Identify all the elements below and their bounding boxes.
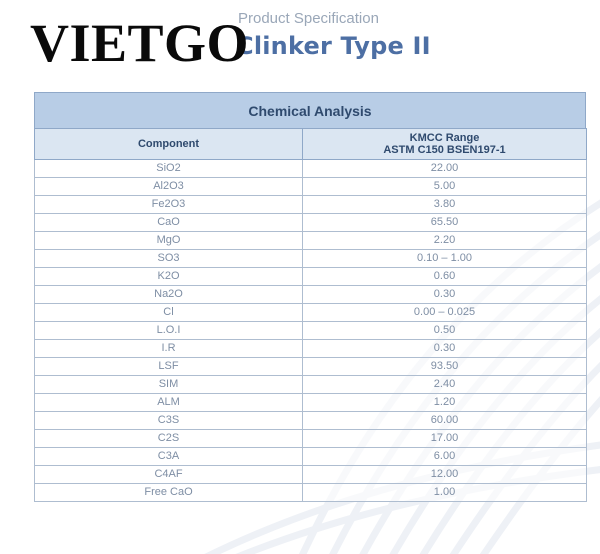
table-row: LSF 93.50 [34, 357, 587, 376]
table-caption: Chemical Analysis [34, 92, 586, 128]
table-row: SO3 0.10 – 1.00 [34, 249, 587, 268]
component-cell: SiO2 [34, 159, 303, 178]
component-cell: C2S [34, 429, 303, 448]
range-value-cell: 0.30 [302, 339, 587, 358]
table-row: I.R 0.30 [34, 339, 587, 358]
range-value-cell: 65.50 [302, 213, 587, 232]
component-cell: Na2O [34, 285, 303, 304]
range-value-cell: 17.00 [302, 429, 587, 448]
table-row: Al2O3 5.00 [34, 177, 587, 196]
component-cell: Fe2O3 [34, 195, 303, 214]
range-value-cell: 0.30 [302, 285, 587, 304]
table-row: CaO 65.50 [34, 213, 587, 232]
table-row: C3S 60.00 [34, 411, 587, 430]
column-header-range-line1: KMCC Range [409, 132, 480, 144]
component-cell: I.R [34, 339, 303, 358]
table-row: ALM 1.20 [34, 393, 587, 412]
table-row: Cl 0.00 – 0.025 [34, 303, 587, 322]
component-cell: Cl [34, 303, 303, 322]
table-row: K2O 0.60 [34, 267, 587, 286]
range-value-cell: 2.40 [302, 375, 587, 394]
column-header-component: Component [34, 128, 303, 160]
component-cell: Al2O3 [34, 177, 303, 196]
component-cell: L.O.I [34, 321, 303, 340]
range-value-cell: 2.20 [302, 231, 587, 250]
vietgo-watermark-logo: VIETGO [30, 13, 250, 73]
table-row: SiO2 22.00 [34, 159, 587, 178]
component-cell: LSF [34, 357, 303, 376]
range-value-cell: 5.00 [302, 177, 587, 196]
range-value-cell: 0.60 [302, 267, 587, 286]
range-value-cell: 6.00 [302, 447, 587, 466]
component-cell: CaO [34, 213, 303, 232]
table-row: L.O.I 0.50 [34, 321, 587, 340]
table-body: SiO2 22.00 Al2O3 5.00 Fe2O3 3.80 CaO 65.50 MgO 2.… [34, 159, 587, 502]
chemical-analysis-table: Chemical Analysis Component KMCC Range A… [34, 92, 587, 502]
table-row: C4AF 12.00 [34, 465, 587, 484]
range-value-cell: 12.00 [302, 465, 587, 484]
component-cell: ALM [34, 393, 303, 412]
component-cell: K2O [34, 267, 303, 286]
range-value-cell: 0.00 – 0.025 [302, 303, 587, 322]
table-row: C3A 6.00 [34, 447, 587, 466]
table-row: SIM 2.40 [34, 375, 587, 394]
range-value-cell: 22.00 [302, 159, 587, 178]
component-cell: C3S [34, 411, 303, 430]
table-row: C2S 17.00 [34, 429, 587, 448]
table-row: Fe2O3 3.80 [34, 195, 587, 214]
range-value-cell: 93.50 [302, 357, 587, 376]
component-cell: Free CaO [34, 483, 303, 502]
table-row: MgO 2.20 [34, 231, 587, 250]
product-spec-subtitle: Product Specification [238, 10, 379, 27]
component-cell: MgO [34, 231, 303, 250]
range-value-cell: 3.80 [302, 195, 587, 214]
component-cell: C3A [34, 447, 303, 466]
product-title: Clinker Type II [236, 32, 431, 60]
component-cell: SO3 [34, 249, 303, 268]
component-cell: SIM [34, 375, 303, 394]
table-row: Na2O 0.30 [34, 285, 587, 304]
range-value-cell: 1.00 [302, 483, 587, 502]
range-value-cell: 60.00 [302, 411, 587, 430]
range-value-cell: 0.10 – 1.00 [302, 249, 587, 268]
column-header-range-line2: ASTM C150 BSEN197-1 [383, 144, 506, 156]
range-value-cell: 0.50 [302, 321, 587, 340]
range-value-cell: 1.20 [302, 393, 587, 412]
column-header-kmcc-range: KMCC Range ASTM C150 BSEN197-1 [302, 128, 587, 160]
component-cell: C4AF [34, 465, 303, 484]
table-row: Free CaO 1.00 [34, 483, 587, 502]
